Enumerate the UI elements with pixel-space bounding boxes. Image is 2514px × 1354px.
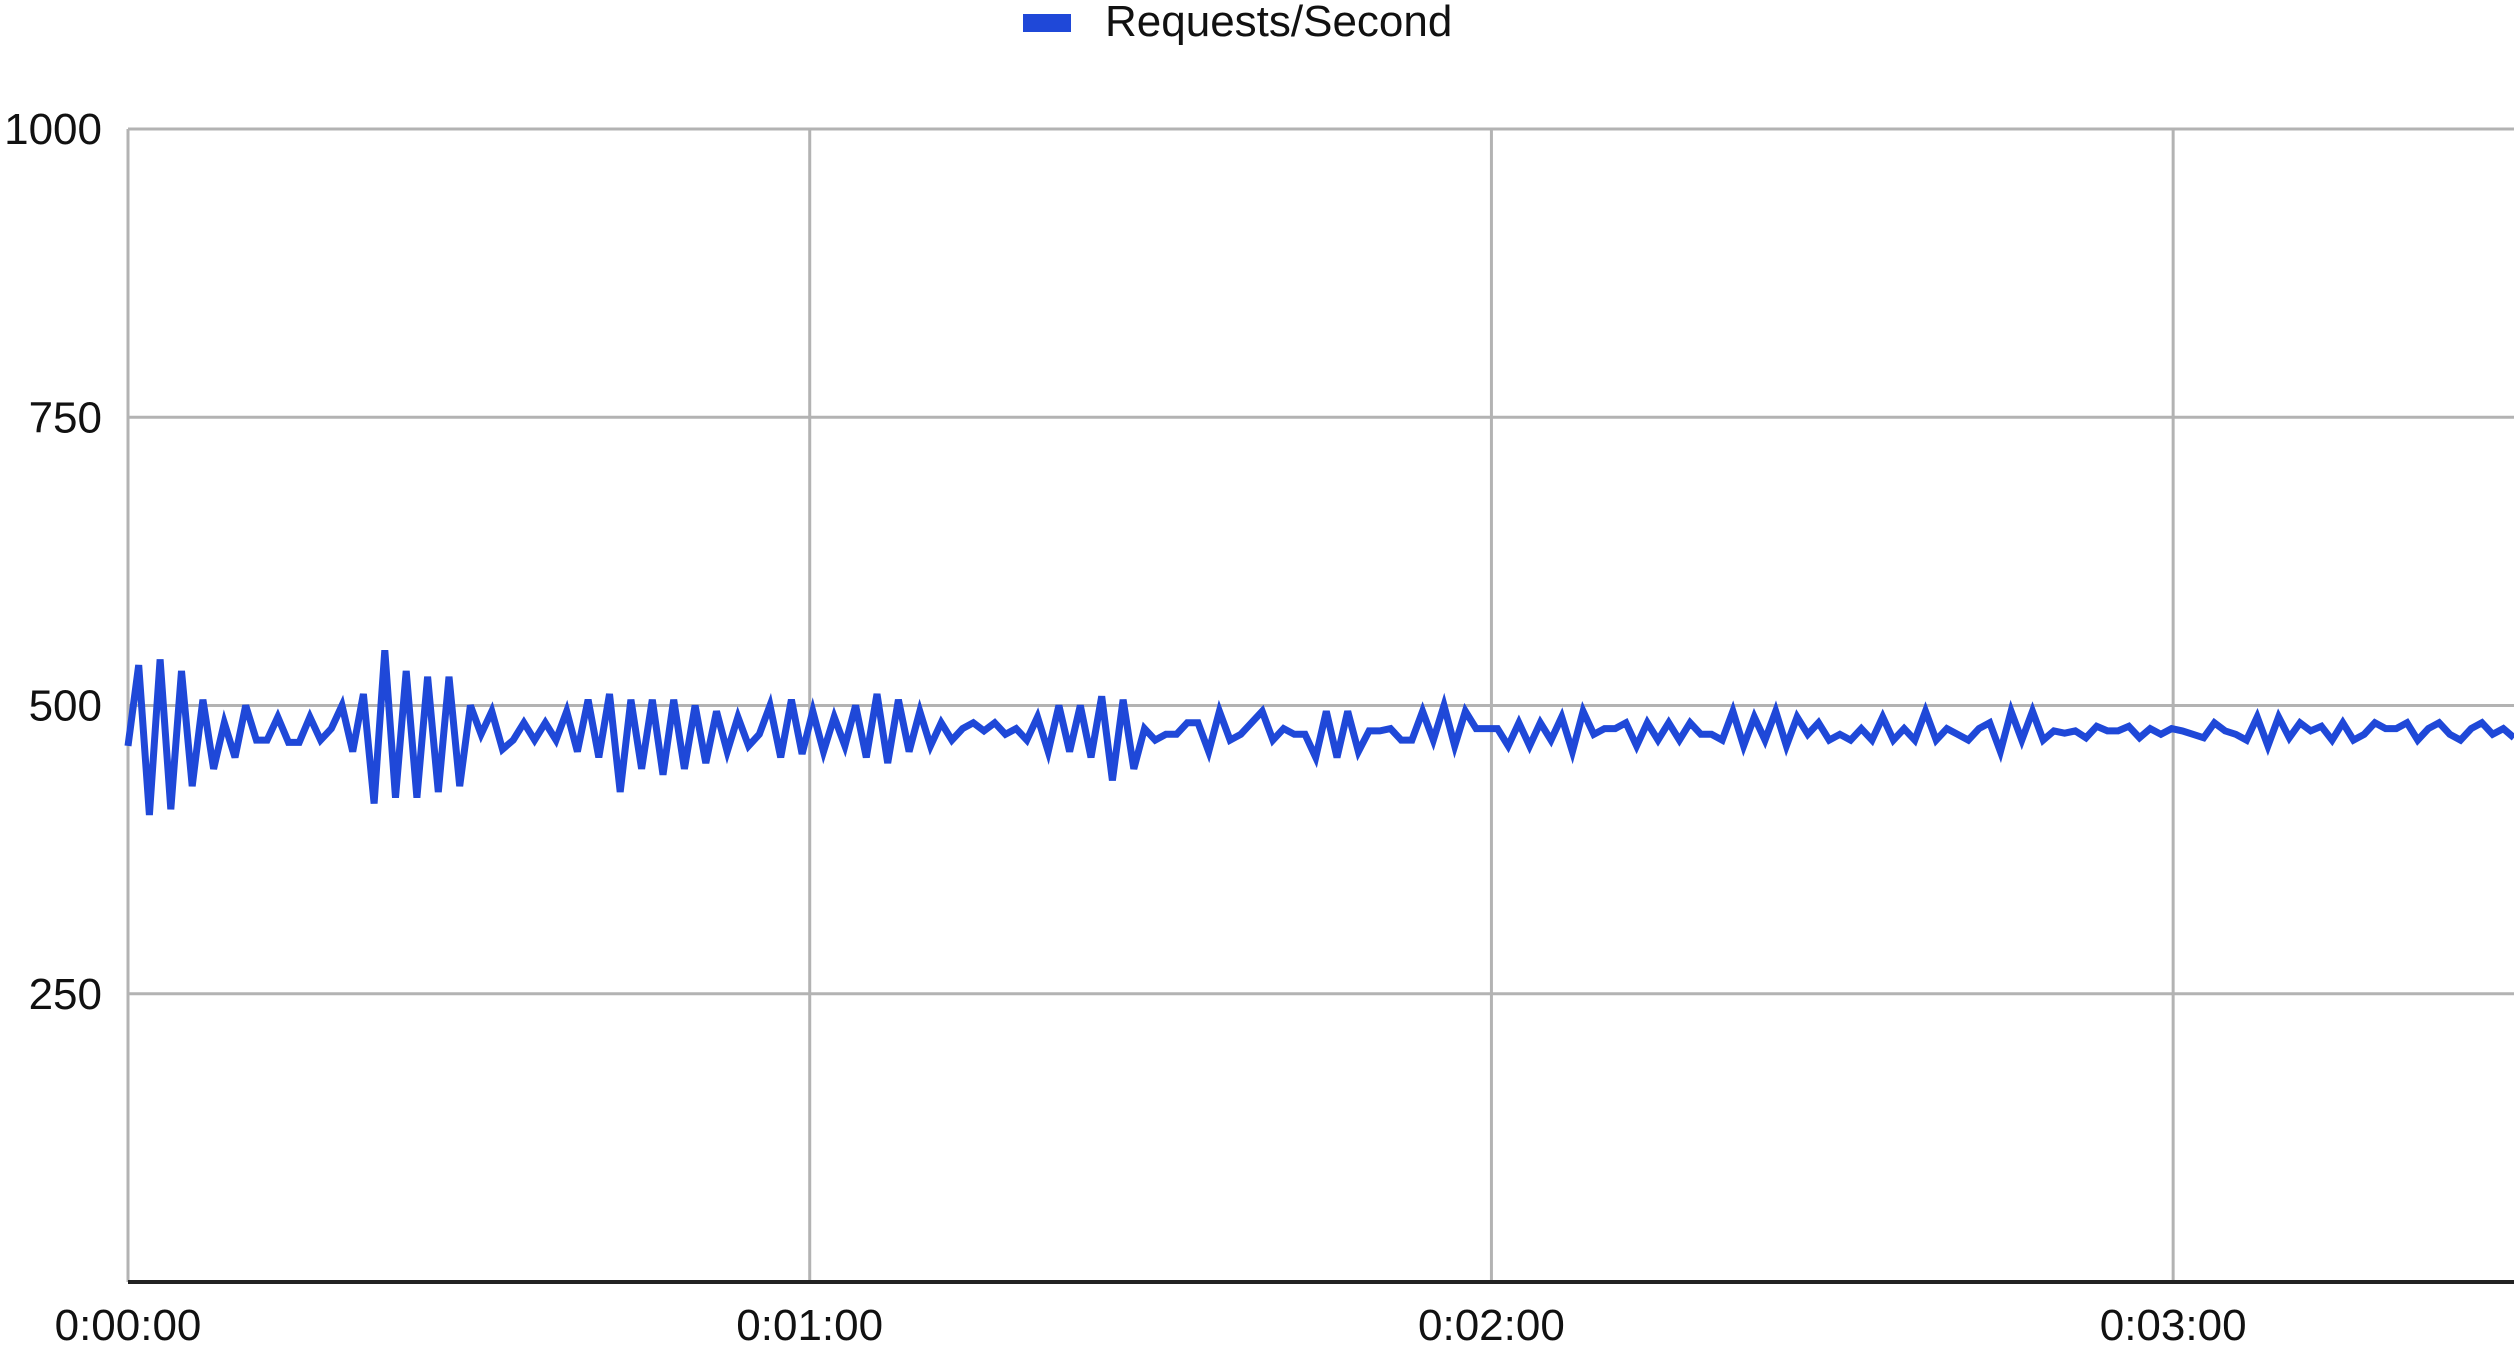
- y-tick-label: 500: [29, 682, 102, 731]
- x-tick-label: 0:02:00: [1418, 1301, 1565, 1350]
- legend-swatch: [1023, 14, 1071, 32]
- x-tick-label: 0:03:00: [2100, 1301, 2247, 1350]
- x-tick-label: 0:00:00: [55, 1301, 202, 1350]
- x-axis-ticks: 0:00:00 0:01:00 0:02:00 0:03:00: [55, 1301, 2247, 1350]
- y-tick-label: 750: [29, 393, 102, 442]
- series-line-requests-per-second: [124, 649, 2514, 816]
- gridlines: [126, 127, 2514, 1282]
- legend-label: Requests/Second: [1105, 0, 1452, 46]
- x-tick-label: 0:01:00: [736, 1301, 883, 1350]
- y-tick-label: 250: [29, 970, 102, 1019]
- y-axis-ticks: 1000 750 500 250: [4, 105, 102, 1019]
- y-tick-label: 1000: [4, 105, 102, 154]
- legend: Requests/Second: [1023, 0, 1452, 46]
